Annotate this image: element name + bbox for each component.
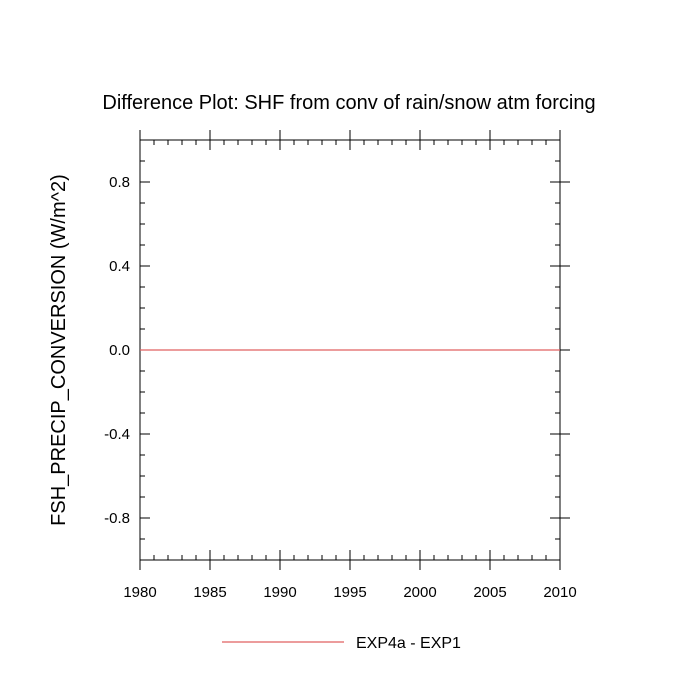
y-tick-label: -0.8 <box>104 510 130 527</box>
y-tick-label: 0.4 <box>109 258 130 275</box>
x-tick-label: 1985 <box>193 584 226 601</box>
y-tick-label: 0.8 <box>109 174 130 191</box>
x-tick-label: 1995 <box>333 584 366 601</box>
y-tick-label: -0.4 <box>104 426 130 443</box>
x-tick-label: 2010 <box>543 584 576 601</box>
x-tick-labels: 1980 1985 1990 1995 2000 2005 2010 <box>123 584 576 601</box>
y-axis-label: FSH_PRECIP_CONVERSION (W/m^2) <box>48 174 70 526</box>
legend-label: EXP4a - EXP1 <box>356 635 461 652</box>
y-tick-labels: -0.8 -0.4 0.0 0.4 0.8 <box>104 174 130 527</box>
chart-title: Difference Plot: SHF from conv of rain/s… <box>102 92 595 114</box>
x-major-ticks <box>139 130 561 570</box>
x-tick-label: 1980 <box>123 584 156 601</box>
x-tick-label: 2005 <box>473 584 506 601</box>
y-tick-label: 0.0 <box>109 342 130 359</box>
x-tick-label: 1990 <box>263 584 296 601</box>
x-tick-label: 2000 <box>403 584 436 601</box>
legend: EXP4a - EXP1 <box>222 635 461 652</box>
